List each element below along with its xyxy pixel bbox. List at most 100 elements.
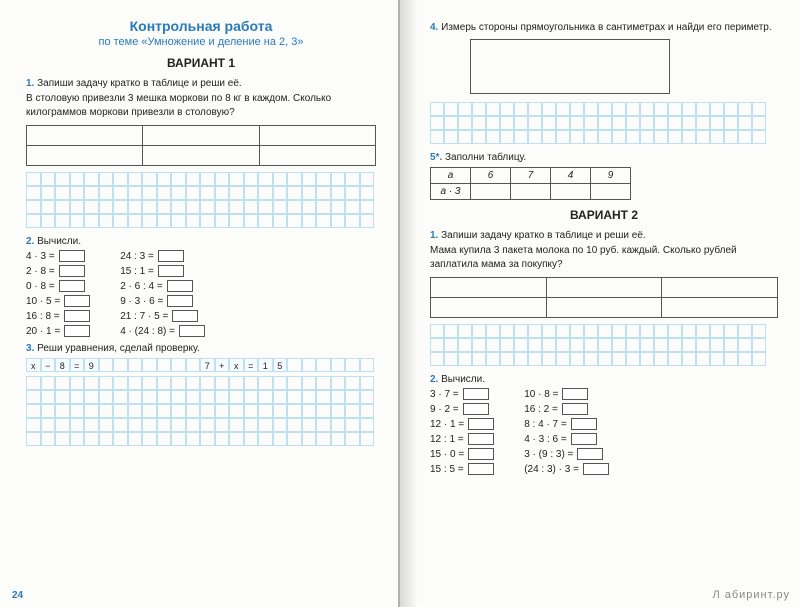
calc-row: 16 : 2 =: [524, 403, 609, 415]
calc-row: 15 · 0 =: [430, 448, 494, 460]
calc-row: 15 : 1 =: [120, 265, 205, 277]
answer-box: [59, 280, 85, 292]
variant-2-label: ВАРИАНТ 2: [430, 208, 778, 222]
task2-calc-columns: 4 · 3 = 2 · 8 = 0 · 8 = 10 · 5 = 16 : 8 = 20 …: [26, 250, 376, 337]
answer-box: [158, 265, 184, 277]
task1b-work-grid: [430, 324, 778, 366]
task2-num: 2.: [26, 236, 34, 247]
calc-expression: 9 · 3 · 6 =: [120, 296, 163, 307]
answer-box: [583, 463, 609, 475]
calc-row: 3 · (9 : 3) =: [524, 448, 609, 460]
calc-expression: 15 : 5 =: [430, 464, 464, 475]
calc-expression: 10 · 8 =: [524, 389, 558, 400]
task2-head: 2. Вычисли.: [26, 236, 376, 247]
task2b-col-a: 3 · 7 = 9 · 2 = 12 · 1 = 12 : 1 = 15 · 0 = 15…: [430, 388, 494, 475]
calc-expression: 9 · 2 =: [430, 404, 459, 415]
task3-equation-row: x−8=97+x=15: [26, 358, 376, 372]
task2b-num: 2.: [430, 374, 438, 385]
calc-expression: 3 · (9 : 3) =: [524, 449, 573, 460]
calc-row: 4 · (24 : 8) =: [120, 325, 205, 337]
answer-box: [172, 310, 198, 322]
task1-work-grid: [26, 172, 376, 228]
calc-row: 21 : 7 · 5 =: [120, 310, 205, 322]
answer-box: [167, 295, 193, 307]
task4-work-grid: [430, 102, 778, 144]
answer-box: [468, 433, 494, 445]
task1-title: Запиши задачу кратко в таблице и реши её…: [37, 78, 242, 89]
answer-box: [64, 325, 90, 337]
task2-col-a: 4 · 3 = 2 · 8 = 0 · 8 = 10 · 5 = 16 : 8 = 20 …: [26, 250, 90, 337]
calc-expression: 4 · 3 =: [26, 251, 55, 262]
task1-text: В столовую привезли 3 мешка моркови по 8…: [26, 92, 376, 119]
workbook-spread: Контрольная работа по теме «Умножение и …: [0, 0, 800, 607]
task1-num: 1.: [26, 78, 34, 89]
calc-row: 2 · 8 =: [26, 265, 90, 277]
answer-box: [463, 403, 489, 415]
calc-expression: 15 : 1 =: [120, 266, 154, 277]
answer-box: [167, 280, 193, 292]
variant-1-label: ВАРИАНТ 1: [26, 56, 376, 70]
task5-table: a6749 a · 3: [430, 167, 631, 200]
task1-head: 1. Запиши задачу кратко в таблице и реши…: [26, 78, 376, 89]
calc-row: 9 · 3 · 6 =: [120, 295, 205, 307]
calc-expression: (24 : 3) · 3 =: [524, 464, 579, 475]
calc-row: 12 : 1 =: [430, 433, 494, 445]
task5-head: 5*. Заполни таблицу.: [430, 152, 778, 163]
calc-row: 15 : 5 =: [430, 463, 494, 475]
answer-box: [468, 463, 494, 475]
calc-row: 10 · 8 =: [524, 388, 609, 400]
task2b-calc-columns: 3 · 7 = 9 · 2 = 12 · 1 = 12 : 1 = 15 · 0 = 15…: [430, 388, 778, 475]
calc-row: (24 : 3) · 3 =: [524, 463, 609, 475]
heading-sub: по теме «Умножение и деление на 2, 3»: [26, 36, 376, 48]
calc-expression: 20 · 1 =: [26, 326, 60, 337]
calc-expression: 2 · 6 : 4 =: [120, 281, 163, 292]
calc-expression: 16 : 8 =: [26, 311, 60, 322]
task3-title: Реши уравнения, сделай проверку.: [37, 343, 200, 354]
task3-work-grid: [26, 376, 376, 446]
task1b-title: Запиши задачу кратко в таблице и реши её…: [441, 230, 646, 241]
answer-box: [571, 418, 597, 430]
calc-row: 4 · 3 =: [26, 250, 90, 262]
answer-box: [463, 388, 489, 400]
page-left: Контрольная работа по теме «Умножение и …: [0, 0, 400, 607]
calc-expression: 10 · 5 =: [26, 296, 60, 307]
calc-row: 0 · 8 =: [26, 280, 90, 292]
calc-row: 8 : 4 · 7 =: [524, 418, 609, 430]
calc-row: 12 · 1 =: [430, 418, 494, 430]
answer-box: [64, 310, 90, 322]
task5-num: 5*.: [430, 152, 442, 163]
watermark: Л абиринт.ру: [712, 589, 790, 601]
calc-expression: 3 · 7 =: [430, 389, 459, 400]
task3-head: 3. Реши уравнения, сделай проверку.: [26, 343, 376, 354]
answer-box: [59, 250, 85, 262]
answer-box: [179, 325, 205, 337]
answer-box: [64, 295, 90, 307]
calc-row: 2 · 6 : 4 =: [120, 280, 205, 292]
answer-box: [562, 388, 588, 400]
calc-expression: 15 · 0 =: [430, 449, 464, 460]
task3-num: 3.: [26, 343, 34, 354]
calc-row: 4 · 3 : 6 =: [524, 433, 609, 445]
calc-expression: 16 : 2 =: [524, 404, 558, 415]
task4-num: 4.: [430, 22, 438, 33]
answer-box: [468, 448, 494, 460]
task2-col-b: 24 : 3 = 15 : 1 = 2 · 6 : 4 = 9 · 3 · 6 = 21…: [120, 250, 205, 337]
task2-title: Вычисли.: [37, 236, 81, 247]
calc-expression: 12 · 1 =: [430, 419, 464, 430]
task2b-head: 2. Вычисли.: [430, 374, 778, 385]
task1b-num: 1.: [430, 230, 438, 241]
answer-box: [468, 418, 494, 430]
page-right: 4. Измерь стороны прямоугольника в санти…: [400, 0, 800, 607]
task5-title: Заполни таблицу.: [445, 152, 526, 163]
calc-row: 24 : 3 =: [120, 250, 205, 262]
calc-expression: 4 · (24 : 8) =: [120, 326, 175, 337]
answer-box: [571, 433, 597, 445]
task4-head: 4. Измерь стороны прямоугольника в санти…: [430, 22, 778, 33]
calc-row: 9 · 2 =: [430, 403, 494, 415]
calc-expression: 12 : 1 =: [430, 434, 464, 445]
task1-answer-table: [26, 125, 376, 166]
task2b-col-b: 10 · 8 = 16 : 2 = 8 : 4 · 7 = 4 · 3 : 6 = 3 …: [524, 388, 609, 475]
calc-expression: 24 : 3 =: [120, 251, 154, 262]
calc-row: 10 · 5 =: [26, 295, 90, 307]
calc-row: 16 : 8 =: [26, 310, 90, 322]
